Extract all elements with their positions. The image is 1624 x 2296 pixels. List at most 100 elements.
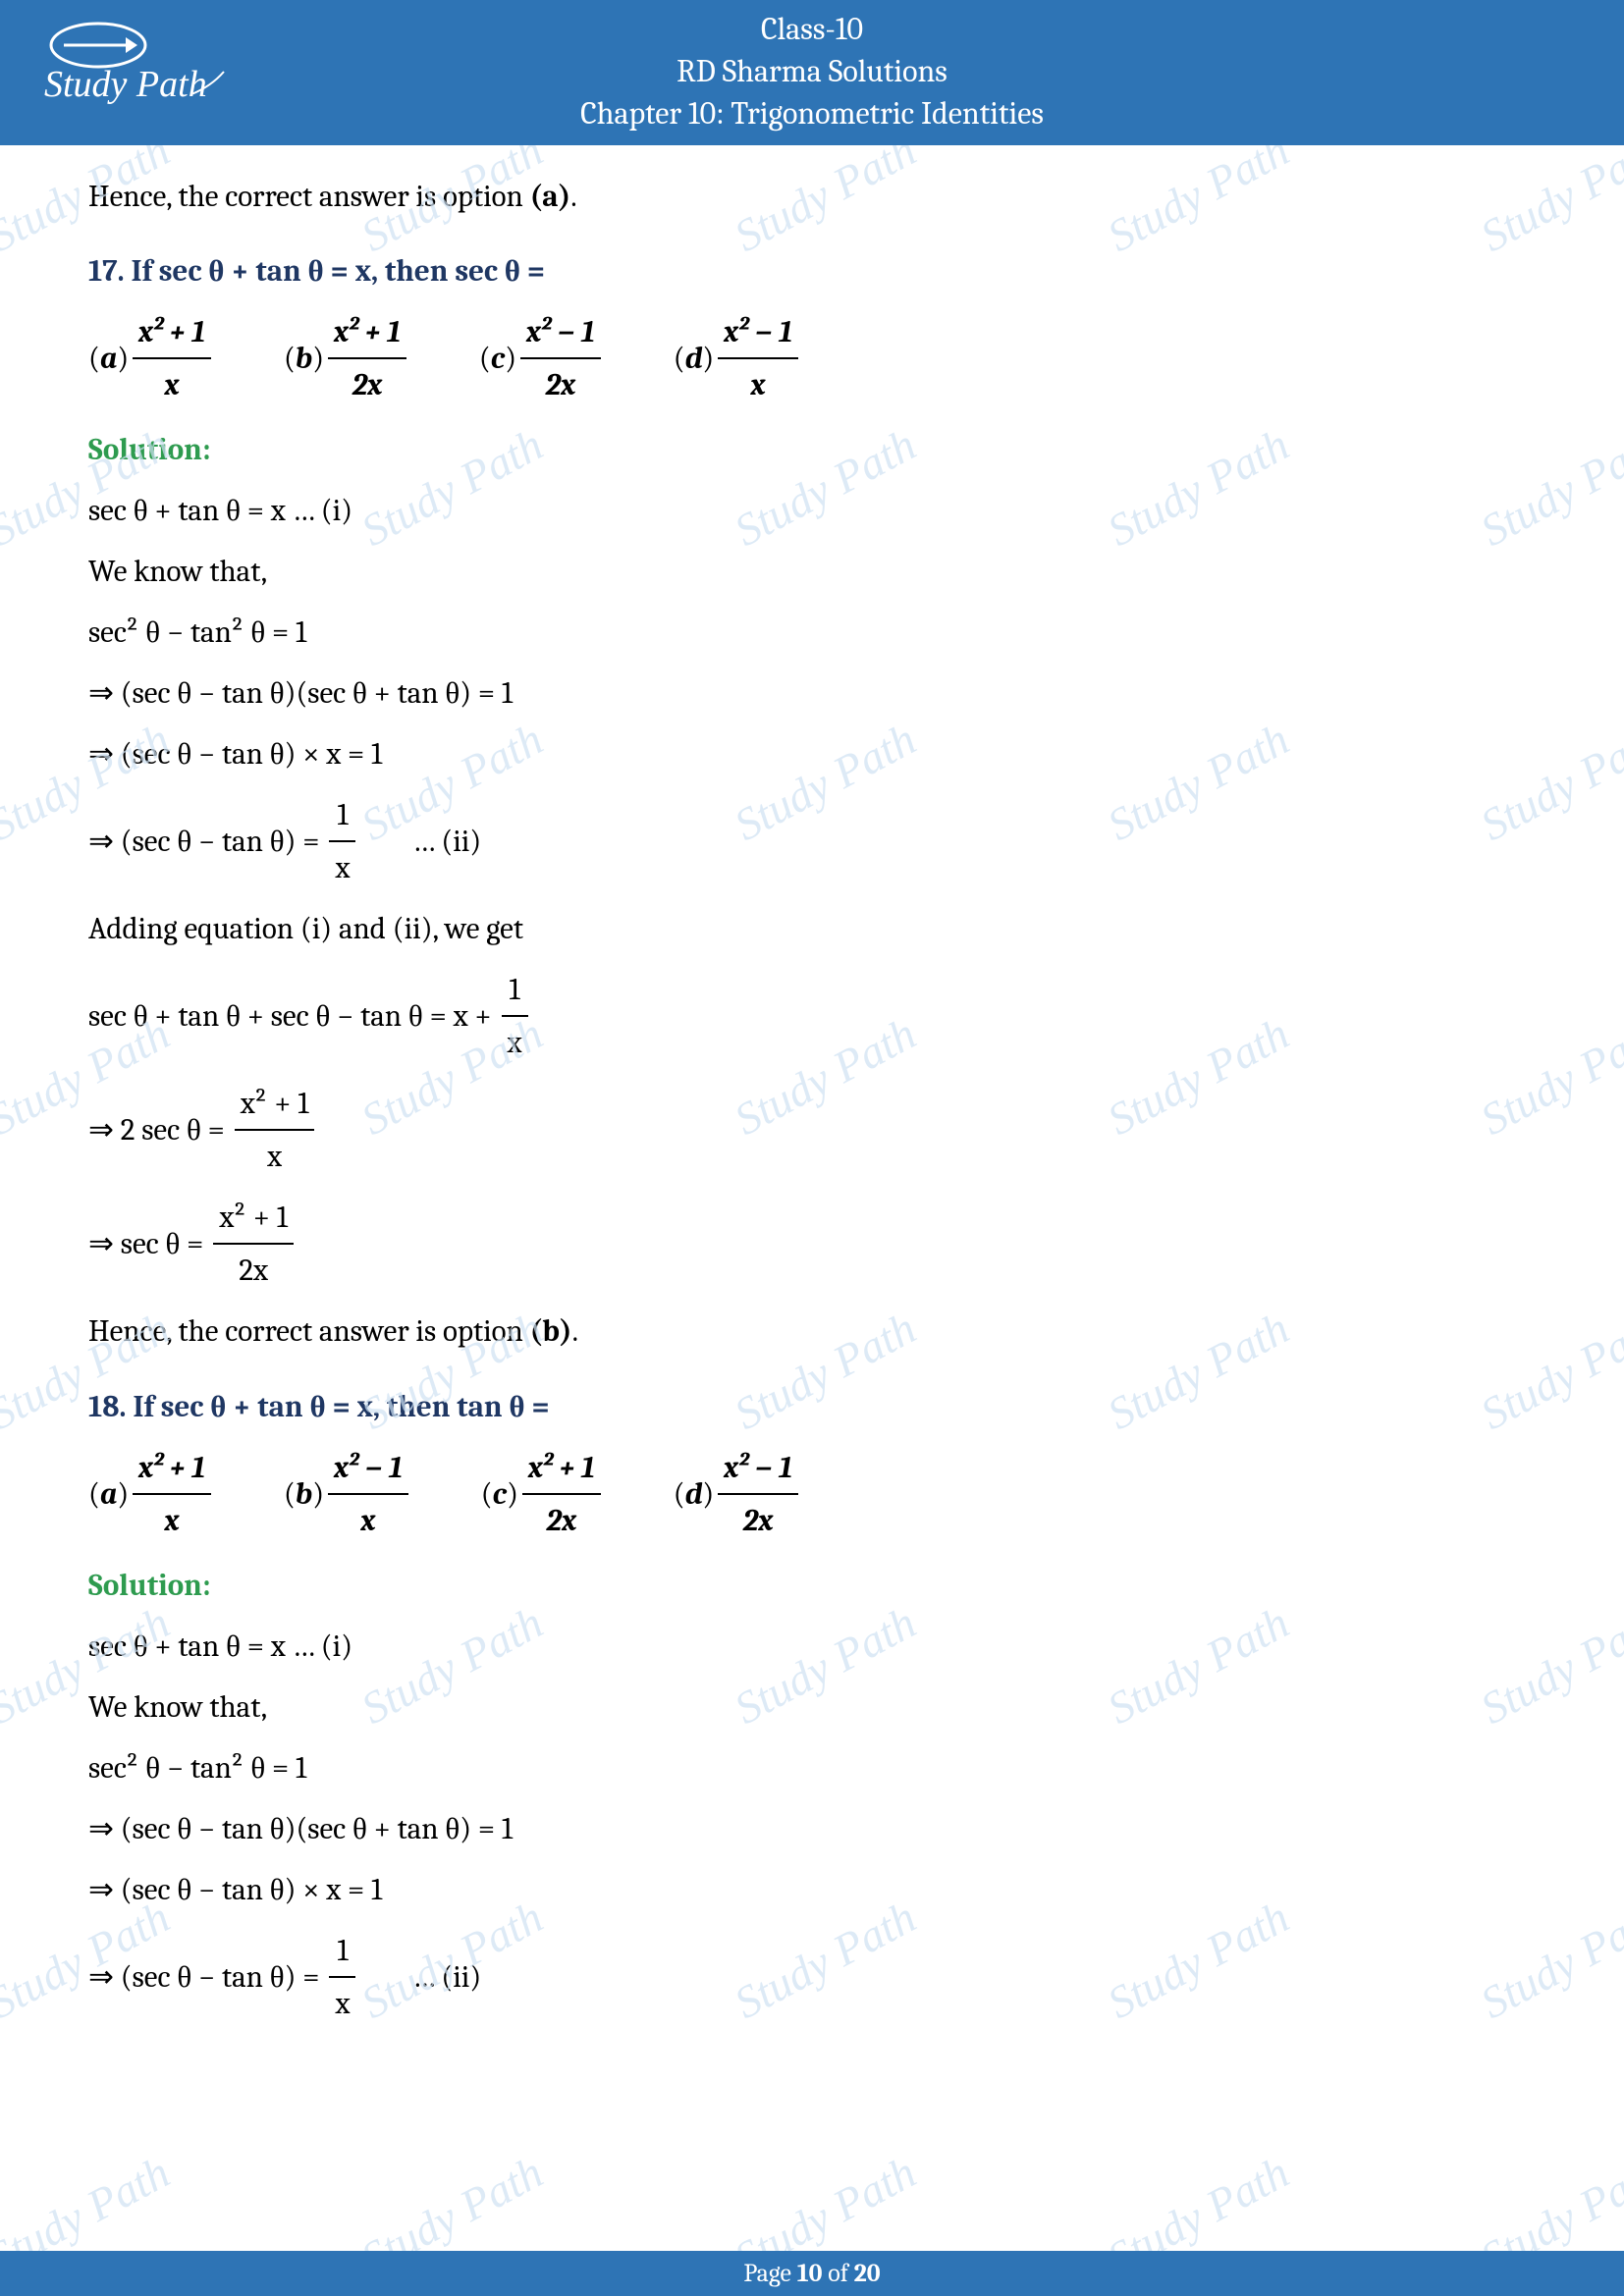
q18-l3-text: sec² θ − tan² θ = 1 (88, 1744, 306, 1791)
q18-opt-a-frac: x² + 1 x (133, 1444, 211, 1544)
q17-opt-d-num: x² − 1 (718, 308, 798, 359)
footer-total: 20 (854, 2259, 881, 2288)
q17-opt-a-frac: x² + 1 x (133, 308, 211, 408)
prev-answer-line: Hence, the correct answer is option (a). (88, 173, 1536, 220)
q18-l6-suffix: … (ii) (365, 1953, 481, 2001)
q18-line4: ⇒ (sec θ − tan θ)(sec θ + tan θ) = 1 (88, 1805, 1536, 1852)
q17-opt-a-label: (a) (88, 335, 129, 382)
q18-option-c: (c) x² + 1 2x (481, 1444, 605, 1544)
q17-l6-suffix: … (ii) (365, 818, 481, 865)
q17-l10-frac: x² + 1 2x (213, 1194, 294, 1294)
q17-stem-prefix: If sec θ + tan θ = x, (125, 253, 385, 289)
q17-conclusion-option: (b) (530, 1313, 572, 1349)
q18-opt-b-frac: x² − 1 x (328, 1444, 408, 1544)
q17-l1-text: sec θ + tan θ = x … (i) (88, 487, 352, 534)
q17-line1: sec θ + tan θ = x … (i) (88, 487, 1536, 534)
prev-answer-option: (a) (530, 179, 571, 214)
q17-l10-den: 2x (213, 1245, 294, 1294)
q17-option-c: (c) x² − 1 2x (479, 308, 605, 408)
q18-line2: We know that, (88, 1683, 1536, 1731)
header-class: Class-10 (0, 8, 1624, 50)
q17-opt-a-num: x² + 1 (133, 308, 211, 359)
q18-opt-a-den: x (133, 1495, 211, 1544)
q17-conclusion: Hence, the correct answer is option (b). (88, 1308, 1536, 1355)
q17-number: 17. (88, 253, 125, 289)
q17-l10-num: x² + 1 (213, 1194, 294, 1245)
q18-opt-d-den: 2x (718, 1495, 798, 1544)
q18-opt-a-num: x² + 1 (133, 1444, 211, 1495)
svg-text:Study Path: Study Path (44, 64, 207, 105)
q17-opt-d-den: x (718, 359, 798, 408)
q18-option-a: (a) x² + 1 x (88, 1444, 215, 1544)
q18-head: 18. If sec θ + tan θ = x, then tan θ = (88, 1383, 1536, 1430)
q17-opt-b-frac: x² + 1 2x (328, 308, 406, 408)
q17-line7: Adding equation (i) and (ii), we get (88, 905, 1536, 952)
q18-opt-b-den: x (328, 1495, 408, 1544)
q18-number: 18. (88, 1389, 127, 1424)
q17-l10-prefix: ⇒ sec θ = (88, 1220, 203, 1267)
q17-option-a: (a) x² + 1 x (88, 308, 215, 408)
q18-l1-text: sec θ + tan θ = x … (i) (88, 1623, 352, 1670)
q17-opt-c-label: (c) (479, 335, 516, 382)
q18-line5: ⇒ (sec θ − tan θ) × x = 1 (88, 1866, 1536, 1913)
header-book: RD Sharma Solutions (0, 50, 1624, 92)
footer-middle: of (823, 2259, 854, 2288)
q17-conclusion-suffix: . (572, 1313, 578, 1349)
q18-opt-c-label: (c) (481, 1470, 518, 1518)
q17-options: (a) x² + 1 x (b) x² + 1 2x (c) x² − 1 2x… (88, 308, 1536, 408)
q18-l5-text: ⇒ (sec θ − tan θ) × x = 1 (88, 1866, 382, 1913)
q17-l5-text: ⇒ (sec θ − tan θ) × x = 1 (88, 730, 382, 777)
q18-l6-den: x (329, 1978, 355, 2027)
q17-l8-num: 1 (502, 966, 528, 1017)
q17-option-b: (b) x² + 1 2x (284, 308, 410, 408)
q17-opt-b-den: 2x (328, 359, 406, 408)
q18-option-d: (d) x² − 1 2x (674, 1444, 802, 1544)
q18-line3: sec² θ − tan² θ = 1 (88, 1744, 1536, 1791)
q17-l3-text: sec² θ − tan² θ = 1 (88, 609, 306, 656)
prev-answer-suffix: . (570, 179, 576, 214)
footer-prefix: Page (743, 2259, 796, 2288)
q17-l8-frac: 1 x (502, 966, 528, 1066)
q17-l9-num: x² + 1 (235, 1080, 315, 1131)
q18-opt-d-frac: x² − 1 2x (718, 1444, 798, 1544)
q17-option-d: (d) x² − 1 x (674, 308, 802, 408)
q18-line1: sec θ + tan θ = x … (i) (88, 1623, 1536, 1670)
q17-stem-then: then sec θ = (385, 253, 545, 289)
q17-line2: We know that, (88, 548, 1536, 595)
q18-l6-prefix: ⇒ (sec θ − tan θ) = (88, 1953, 319, 2001)
q17-l8-prefix: sec θ + tan θ + sec θ − tan θ = x + (88, 992, 492, 1040)
q18-opt-c-num: x² + 1 (522, 1444, 601, 1495)
q17-l9-frac: x² + 1 x (235, 1080, 315, 1180)
q18-opt-c-den: 2x (522, 1495, 601, 1544)
q17-opt-b-num: x² + 1 (328, 308, 406, 359)
prev-answer-prefix: Hence, the correct answer is option (88, 179, 530, 214)
q17-l6-prefix: ⇒ (sec θ − tan θ) = (88, 818, 319, 865)
q17-line6: ⇒ (sec θ − tan θ) = 1 x … (ii) (88, 791, 1536, 891)
q17-l6-num: 1 (329, 791, 355, 842)
q17-line4: ⇒ (sec θ − tan θ)(sec θ + tan θ) = 1 (88, 669, 1536, 717)
q18-l6-num: 1 (329, 1927, 355, 1978)
q18-option-b: (b) x² − 1 x (284, 1444, 412, 1544)
q17-line5: ⇒ (sec θ − tan θ) × x = 1 (88, 730, 1536, 777)
q18-l6-frac: 1 x (329, 1927, 355, 2027)
study-path-logo: Study Path (39, 18, 226, 111)
q18-stem-prefix: If sec θ + tan θ = x, (127, 1389, 387, 1424)
q17-line10: ⇒ sec θ = x² + 1 2x (88, 1194, 1536, 1294)
q17-opt-b-label: (b) (284, 335, 324, 382)
q18-line6: ⇒ (sec θ − tan θ) = 1 x … (ii) (88, 1927, 1536, 2027)
footer-current: 10 (797, 2259, 823, 2288)
q17-l9-prefix: ⇒ 2 sec θ = (88, 1106, 225, 1153)
q18-stem-then: then tan θ = (387, 1389, 550, 1424)
q17-opt-c-num: x² − 1 (520, 308, 601, 359)
page-footer: Page 10 of 20 (0, 2251, 1624, 2296)
q18-solution-label: Solution: (88, 1562, 1536, 1609)
page-header: Study Path Class-10 RD Sharma Solutions … (0, 0, 1624, 145)
q18-opt-b-num: x² − 1 (328, 1444, 408, 1495)
q17-l9-den: x (235, 1131, 315, 1180)
q18-options: (a) x² + 1 x (b) x² − 1 x (c) x² + 1 2x … (88, 1444, 1536, 1544)
q18-l4-text: ⇒ (sec θ − tan θ)(sec θ + tan θ) = 1 (88, 1805, 513, 1852)
q17-solution-label: Solution: (88, 426, 1536, 473)
q18-opt-c-frac: x² + 1 2x (522, 1444, 601, 1544)
q17-line8: sec θ + tan θ + sec θ − tan θ = x + 1 x (88, 966, 1536, 1066)
page-content: Hence, the correct answer is option (a).… (0, 145, 1624, 2027)
